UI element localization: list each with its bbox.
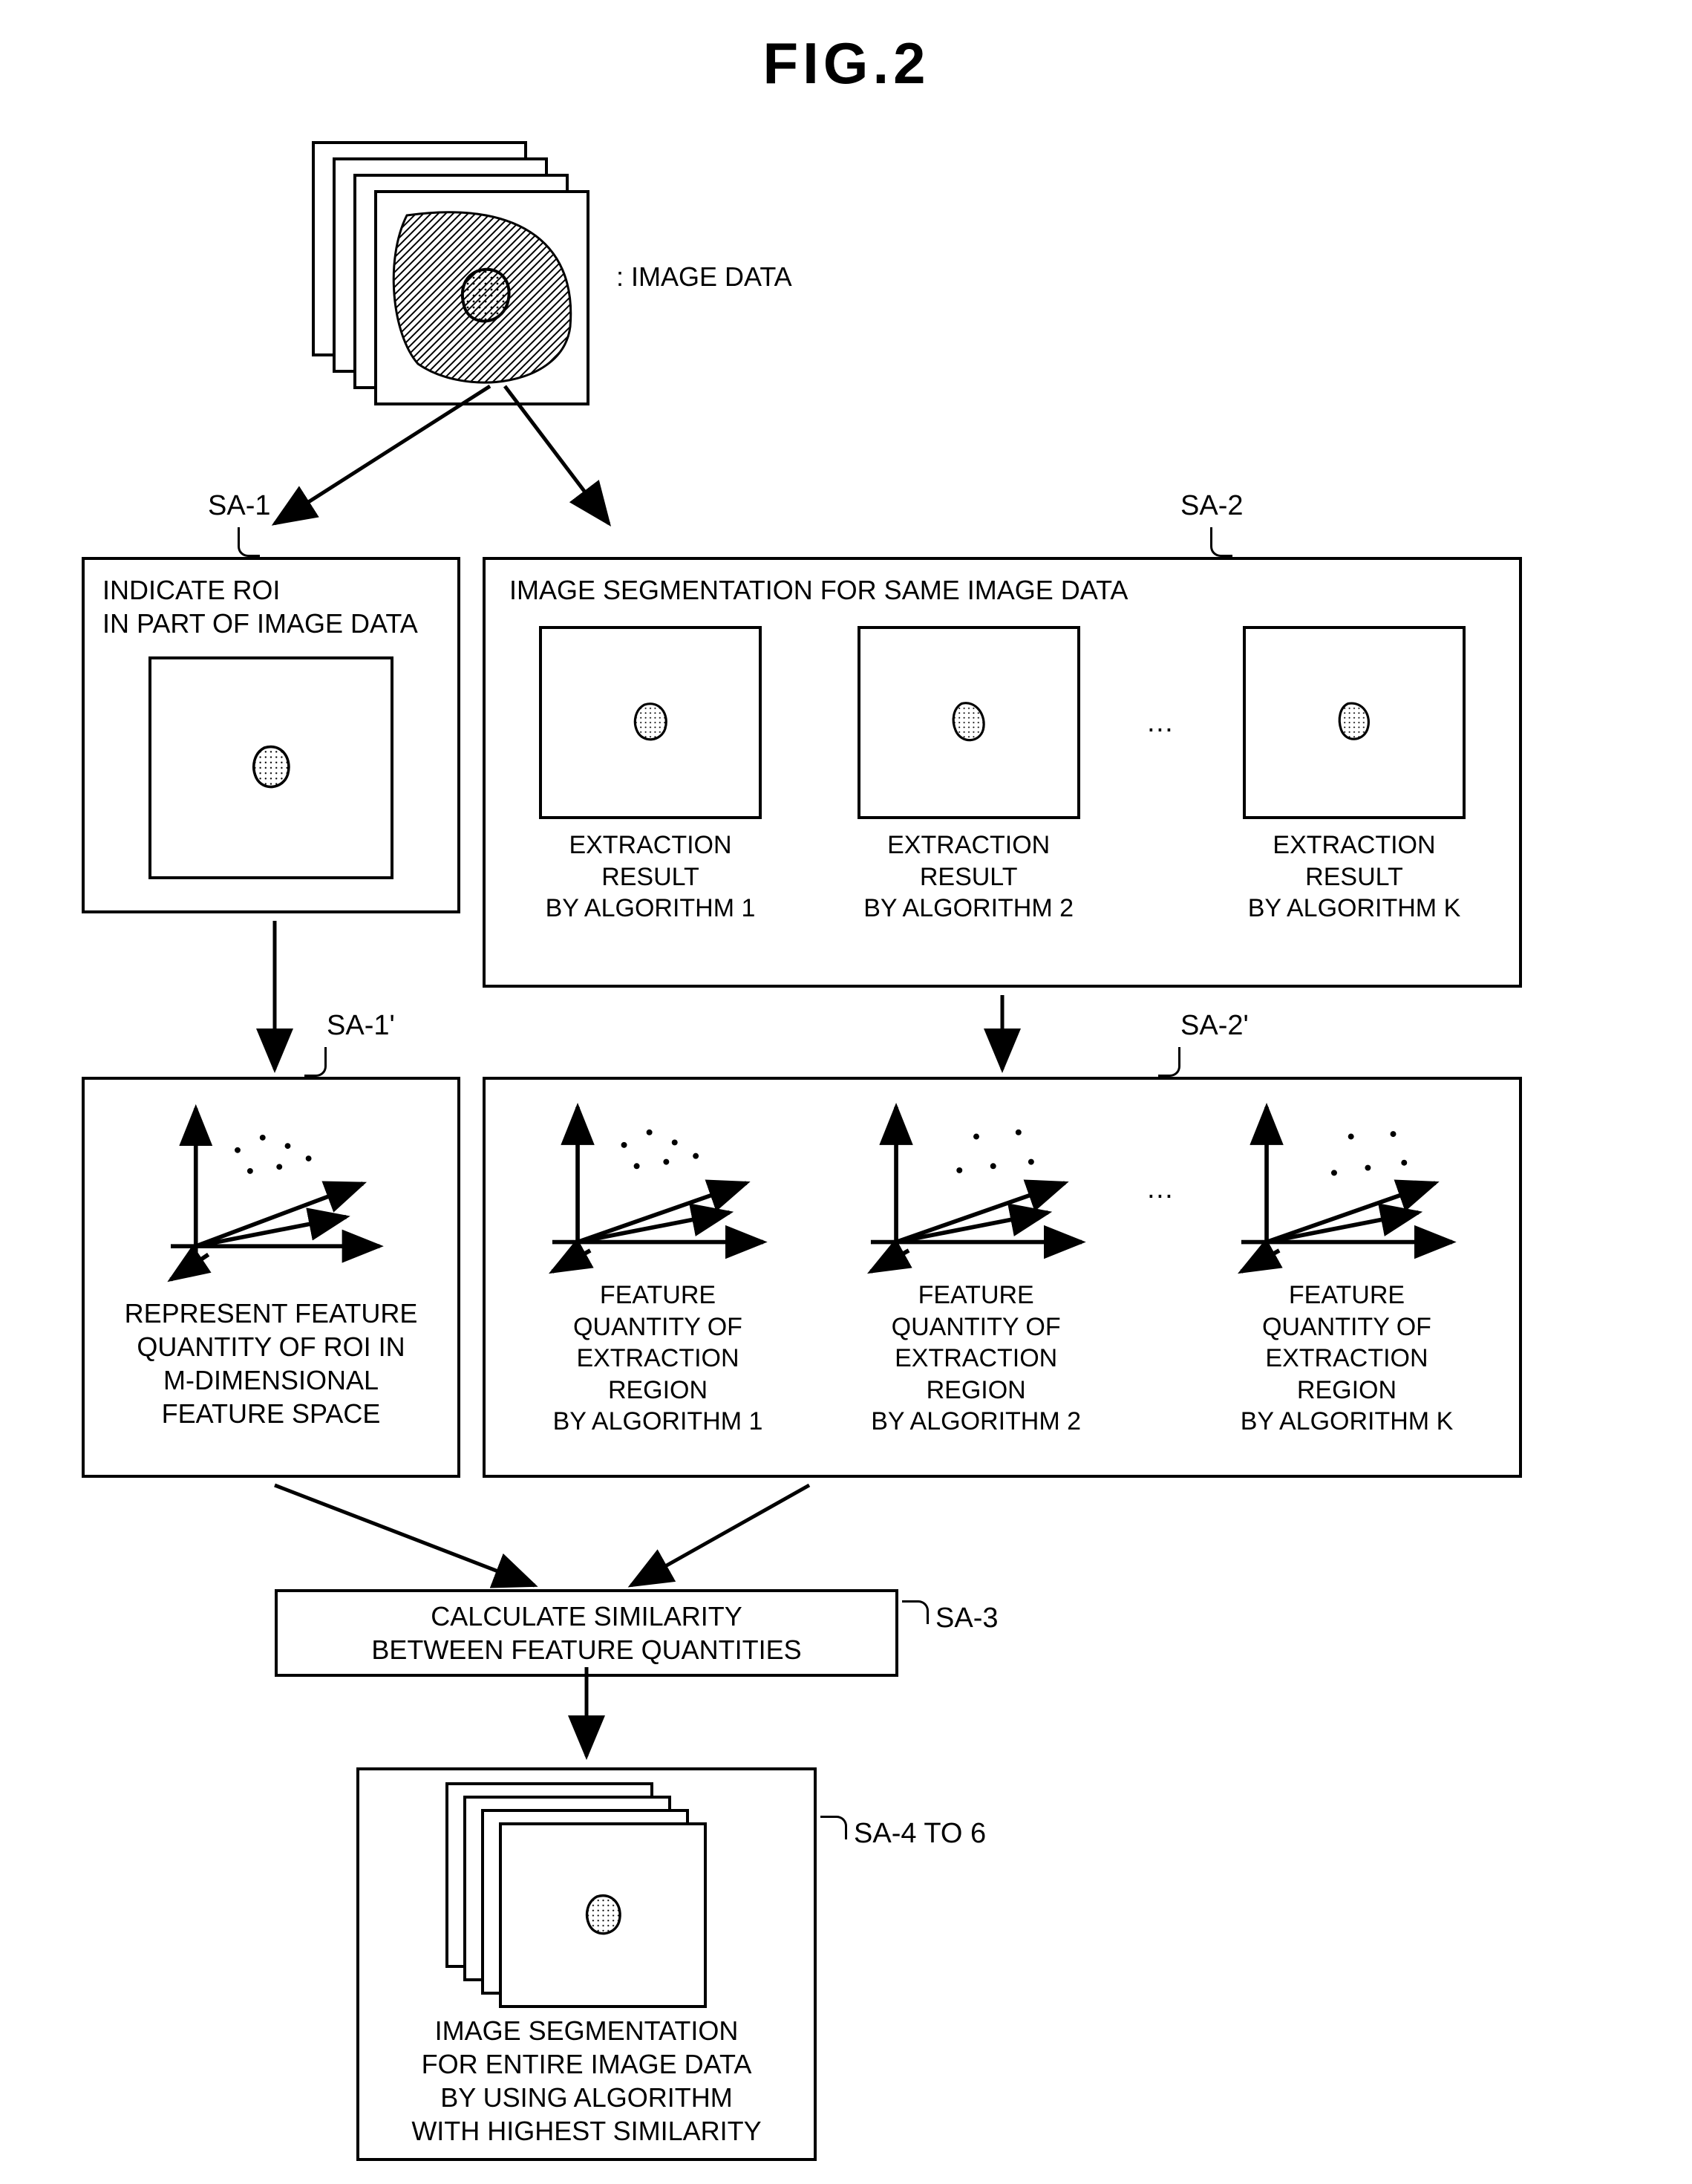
blob-icon	[621, 693, 680, 752]
feature-col-2: FEATURE QUANTITY OF EXTRACTION REGION BY…	[828, 1090, 1125, 1438]
feature-space-icon	[1209, 1090, 1484, 1276]
extraction-col-1: EXTRACTION RESULT BY ALGORITHM 1	[509, 626, 791, 925]
ellipsis: …	[1146, 1173, 1177, 1354]
feature-1-label: FEATURE QUANTITY OF EXTRACTION REGION BY…	[509, 1280, 806, 1438]
box-sa1p: REPRESENT FEATURE QUANTITY OF ROI IN M-D…	[82, 1077, 460, 1478]
box-sa1: INDICATE ROI IN PART OF IMAGE DATA	[82, 557, 460, 913]
hook-icon	[1210, 527, 1232, 557]
extraction-1-label: EXTRACTION RESULT BY ALGORITHM 1	[509, 829, 791, 925]
extraction-2-label: EXTRACTION RESULT BY ALGORITHM 2	[828, 829, 1110, 925]
extraction-k-label: EXTRACTION RESULT BY ALGORITHM K	[1213, 829, 1495, 925]
hatched-region-icon	[377, 193, 592, 408]
step-sa1p-id: SA-1'	[327, 1010, 395, 1042]
sa1-roi-mini	[148, 656, 393, 879]
extraction-mini	[1243, 626, 1466, 819]
mid-arrows-icon	[30, 913, 1589, 1092]
feature-col-k: FEATURE QUANTITY OF EXTRACTION REGION BY…	[1198, 1090, 1495, 1438]
sa1p-text: REPRESENT FEATURE QUANTITY OF ROI IN M-D…	[92, 1297, 450, 1430]
sa3-hook	[902, 1600, 929, 1624]
step-sa2p-id: SA-2'	[1180, 1010, 1249, 1042]
down-arrow-icon	[564, 1663, 609, 1767]
blob-icon	[939, 693, 999, 752]
hook-icon	[304, 1047, 327, 1077]
feature-space-icon	[520, 1090, 795, 1276]
blob-icon	[1324, 693, 1384, 752]
feature-space-icon	[839, 1090, 1114, 1276]
hook-icon	[238, 527, 260, 557]
extraction-col-k: EXTRACTION RESULT BY ALGORITHM K	[1213, 626, 1495, 925]
extraction-mini	[858, 626, 1080, 819]
box-sa2p: FEATURE QUANTITY OF EXTRACTION REGION BY…	[483, 1077, 1522, 1478]
blob-icon	[572, 1884, 635, 1947]
sa3-text: CALCULATE SIMILARITY BETWEEN FEATURE QUA…	[288, 1600, 885, 1666]
feature-space-icon	[123, 1092, 419, 1292]
ellipsis: …	[1146, 707, 1177, 843]
sa46-hook	[820, 1816, 847, 1839]
step-sa1-id: SA-1	[208, 490, 270, 522]
extraction-col-2: EXTRACTION RESULT BY ALGORITHM 2	[828, 626, 1110, 925]
step-sa2-id: SA-2	[1180, 490, 1243, 522]
hook-icon	[1158, 1047, 1180, 1077]
extraction-mini	[539, 626, 762, 819]
converge-arrows-icon	[30, 1478, 1589, 1604]
image-data-label: : IMAGE DATA	[616, 260, 792, 293]
figure-title: FIG.2	[762, 30, 930, 97]
stack-sheet	[374, 190, 589, 405]
feature-2-label: FEATURE QUANTITY OF EXTRACTION REGION BY…	[828, 1280, 1125, 1438]
image-data-stack	[312, 141, 594, 401]
sa1-text: INDICATE ROI IN PART OF IMAGE DATA	[92, 573, 450, 640]
step-sa46-id: SA-4 TO 6	[854, 1818, 986, 1850]
box-sa46: IMAGE SEGMENTATION FOR ENTIRE IMAGE DATA…	[356, 1767, 817, 2161]
roi-blob-icon	[238, 734, 304, 801]
split-arrows-icon	[89, 379, 1500, 542]
feature-k-label: FEATURE QUANTITY OF EXTRACTION REGION BY…	[1198, 1280, 1495, 1438]
stack-sheet	[499, 1822, 707, 2008]
sa2-text: IMAGE SEGMENTATION FOR SAME IMAGE DATA	[494, 573, 1510, 607]
step-sa3-id: SA-3	[935, 1603, 998, 1634]
diagram-canvas: FIG.2 : IMAGE DATA	[30, 30, 1663, 2154]
feature-col-1: FEATURE QUANTITY OF EXTRACTION REGION BY…	[509, 1090, 806, 1438]
sa46-text: IMAGE SEGMENTATION FOR ENTIRE IMAGE DATA…	[367, 2014, 806, 2148]
